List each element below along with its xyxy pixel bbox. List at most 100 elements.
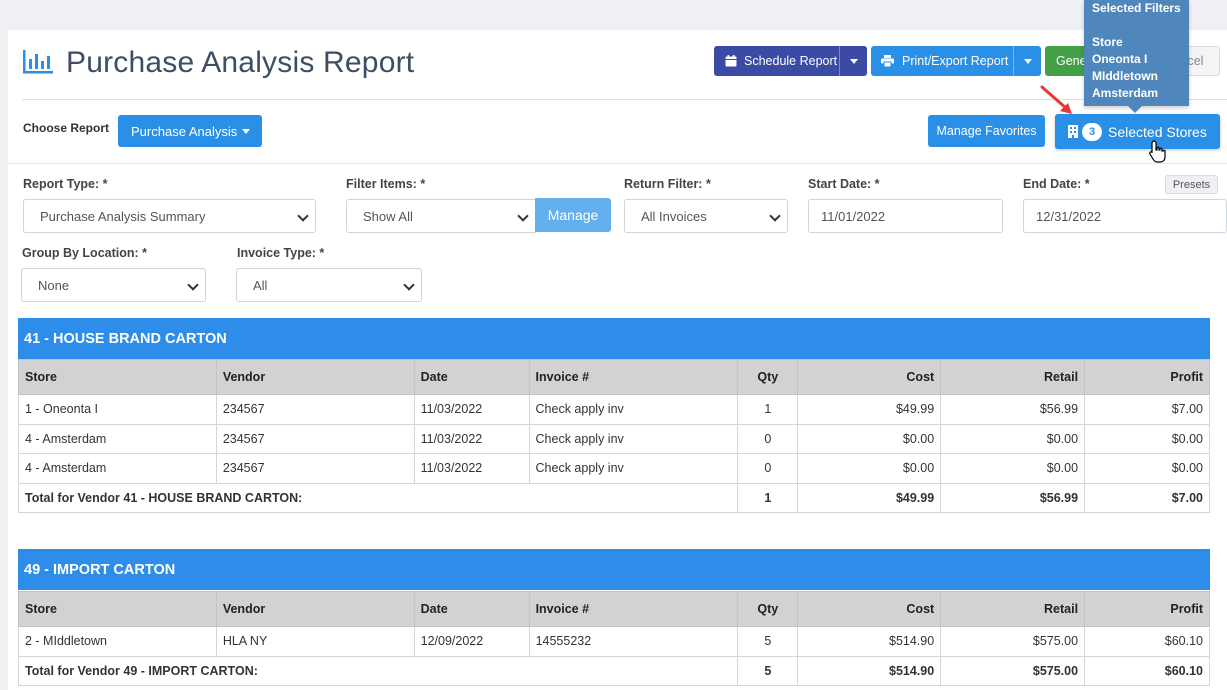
- tooltip-subheading: Store: [1092, 35, 1123, 49]
- column-header-vendor[interactable]: Vendor: [215, 591, 415, 627]
- cell-invoice: 14555232: [528, 626, 739, 657]
- cell-store: 4 - Amsterdam: [18, 423, 217, 454]
- choose-report-value: Purchase Analysis: [131, 123, 238, 139]
- total-qty: 5: [737, 655, 799, 686]
- caret-down-icon: [1023, 58, 1032, 64]
- table-total-row: Total for Vendor 41 - HOUSE BRAND CARTON…: [17, 482, 1210, 513]
- tooltip-store-item: Oneonta I: [1092, 52, 1148, 66]
- return-filter-label: Return Filter: *: [624, 177, 711, 191]
- cell-invoice: Check apply inv: [528, 423, 739, 454]
- table-row: 4 - Amsterdam 234567 11/03/2022 Check ap…: [18, 453, 1210, 484]
- cell-invoice-text: Check apply inv: [535, 402, 624, 417]
- start-date-input[interactable]: 11/01/2022: [808, 199, 1003, 233]
- cell-vendor: 234567: [215, 394, 415, 425]
- cell-cost: $0.00: [797, 453, 942, 484]
- tooltip-spacer: [1092, 17, 1181, 34]
- cell-retail: $0.00: [940, 423, 1086, 454]
- report-type-select[interactable]: Purchase Analysis Summary: [23, 199, 316, 233]
- invoice-type-select[interactable]: All: [236, 268, 422, 302]
- column-header-cost[interactable]: Cost: [797, 591, 942, 627]
- cell-date: 12/09/2022: [413, 626, 530, 657]
- tooltip-heading: Selected Filters: [1092, 1, 1181, 15]
- choose-report-label: Choose Report: [23, 121, 110, 135]
- column-header-cost[interactable]: Cost: [797, 359, 942, 395]
- table-row: 4 - Amsterdam 234567 11/03/2022 Check ap…: [18, 423, 1210, 454]
- column-header-profit[interactable]: Profit: [1084, 591, 1210, 627]
- selected-stores-label: Selected Stores: [1108, 123, 1207, 140]
- cell-retail: $56.99: [940, 394, 1086, 425]
- cell-date: 11/03/2022: [413, 394, 530, 425]
- return-filter-value: All Invoices: [641, 208, 707, 224]
- table-header-row: Store Vendor Date Invoice # Qty Cost Ret…: [18, 359, 1210, 395]
- cell-store: 2 - MIddletown: [18, 626, 217, 657]
- cell-qty: 1: [737, 394, 799, 425]
- column-header-qty[interactable]: Qty: [737, 591, 799, 627]
- return-filter-select[interactable]: All Invoices: [624, 199, 788, 233]
- table-row: 1 - Oneonta I 234567 11/03/2022 Check ap…: [18, 394, 1210, 425]
- group-by-location-select[interactable]: None: [21, 268, 206, 302]
- selected-stores-button[interactable]: 3 Selected Stores: [1055, 114, 1220, 149]
- selected-stores-count-badge: 3: [1082, 122, 1102, 141]
- column-header-store[interactable]: Store: [18, 591, 217, 627]
- cell-profit: $60.10: [1084, 626, 1210, 657]
- cell-vendor: HLA NY: [215, 626, 415, 657]
- column-header-date[interactable]: Date: [413, 591, 530, 627]
- generate-label: Gene: [1056, 54, 1087, 68]
- column-header-qty[interactable]: Qty: [737, 359, 799, 395]
- cell-qty: 0: [737, 453, 799, 484]
- column-header-retail[interactable]: Retail: [940, 359, 1086, 395]
- total-cost: $49.99: [797, 482, 942, 513]
- column-header-profit[interactable]: Profit: [1084, 359, 1210, 395]
- presets-button[interactable]: Presets: [1165, 175, 1218, 194]
- column-header-store[interactable]: Store: [18, 359, 217, 395]
- column-header-invoice[interactable]: Invoice #: [528, 359, 739, 395]
- manage-favorites-button[interactable]: Manage Favorites: [928, 115, 1045, 147]
- start-date-value: 11/01/2022: [821, 208, 886, 224]
- end-date-input[interactable]: 12/31/2022: [1023, 199, 1227, 233]
- tooltip-store-item: MIddletown: [1092, 69, 1158, 83]
- report-panel: Purchase Analysis Report Schedule Report…: [8, 30, 1227, 690]
- print-dropdown-toggle[interactable]: [1013, 46, 1041, 76]
- print-export-button[interactable]: Print/Export Report: [871, 46, 1041, 76]
- column-header-retail[interactable]: Retail: [940, 591, 1086, 627]
- cell-store: 4 - Amsterdam: [18, 453, 217, 484]
- invoice-type-value: All: [253, 277, 268, 293]
- total-qty: 1: [737, 482, 799, 513]
- chevron-down-icon: [297, 210, 309, 222]
- column-header-invoice[interactable]: Invoice #: [528, 591, 739, 627]
- filter-items-select[interactable]: Show All: [346, 199, 536, 233]
- total-label: Total for Vendor 41 - HOUSE BRAND CARTON…: [17, 482, 739, 513]
- cell-profit: $0.00: [1084, 453, 1210, 484]
- cell-retail: $575.00: [940, 626, 1086, 657]
- manage-favorites-label: Manage Favorites: [936, 124, 1037, 138]
- manage-filter-label: Manage: [547, 207, 599, 223]
- cell-retail: $0.00: [940, 453, 1086, 484]
- column-header-date[interactable]: Date: [413, 359, 530, 395]
- table-row: 2 - MIddletown HLA NY 12/09/2022 1455523…: [18, 626, 1210, 657]
- choose-report-dropdown[interactable]: Purchase Analysis: [118, 115, 262, 147]
- cell-invoice-text: Check apply inv: [535, 461, 624, 476]
- invoice-type-label: Invoice Type: *: [237, 246, 325, 260]
- column-header-vendor[interactable]: Vendor: [215, 359, 415, 395]
- chevron-down-icon: [187, 279, 199, 291]
- manage-filter-button[interactable]: Manage: [535, 198, 611, 232]
- schedule-report-button[interactable]: Schedule Report: [714, 46, 867, 76]
- vendor-report-table: Store Vendor Date Invoice # Qty Cost Ret…: [17, 591, 1210, 686]
- group-by-location-label: Group By Location: *: [22, 246, 147, 260]
- chevron-down-icon: [403, 279, 415, 291]
- total-cost: $514.90: [797, 655, 942, 686]
- total-retail: $56.99: [940, 482, 1086, 513]
- filter-items-label: Filter Items: *: [346, 177, 426, 191]
- chevron-down-icon: [517, 210, 529, 222]
- page-title: Purchase Analysis Report: [66, 46, 415, 79]
- cell-invoice: Check apply inv: [528, 394, 739, 425]
- tooltip-arrow: [1128, 106, 1142, 113]
- annotation-arrow-icon: [1040, 85, 1072, 114]
- table-total-row: Total for Vendor 49 - IMPORT CARTON: 5 $…: [17, 655, 1210, 686]
- cell-vendor: 234567: [215, 423, 415, 454]
- total-profit: $7.00: [1084, 482, 1210, 513]
- total-retail: $575.00: [940, 655, 1086, 686]
- cell-qty: 5: [737, 626, 799, 657]
- vendor-group-header: 41 - HOUSE BRAND CARTON: [18, 318, 1210, 359]
- schedule-dropdown-toggle[interactable]: [839, 46, 867, 76]
